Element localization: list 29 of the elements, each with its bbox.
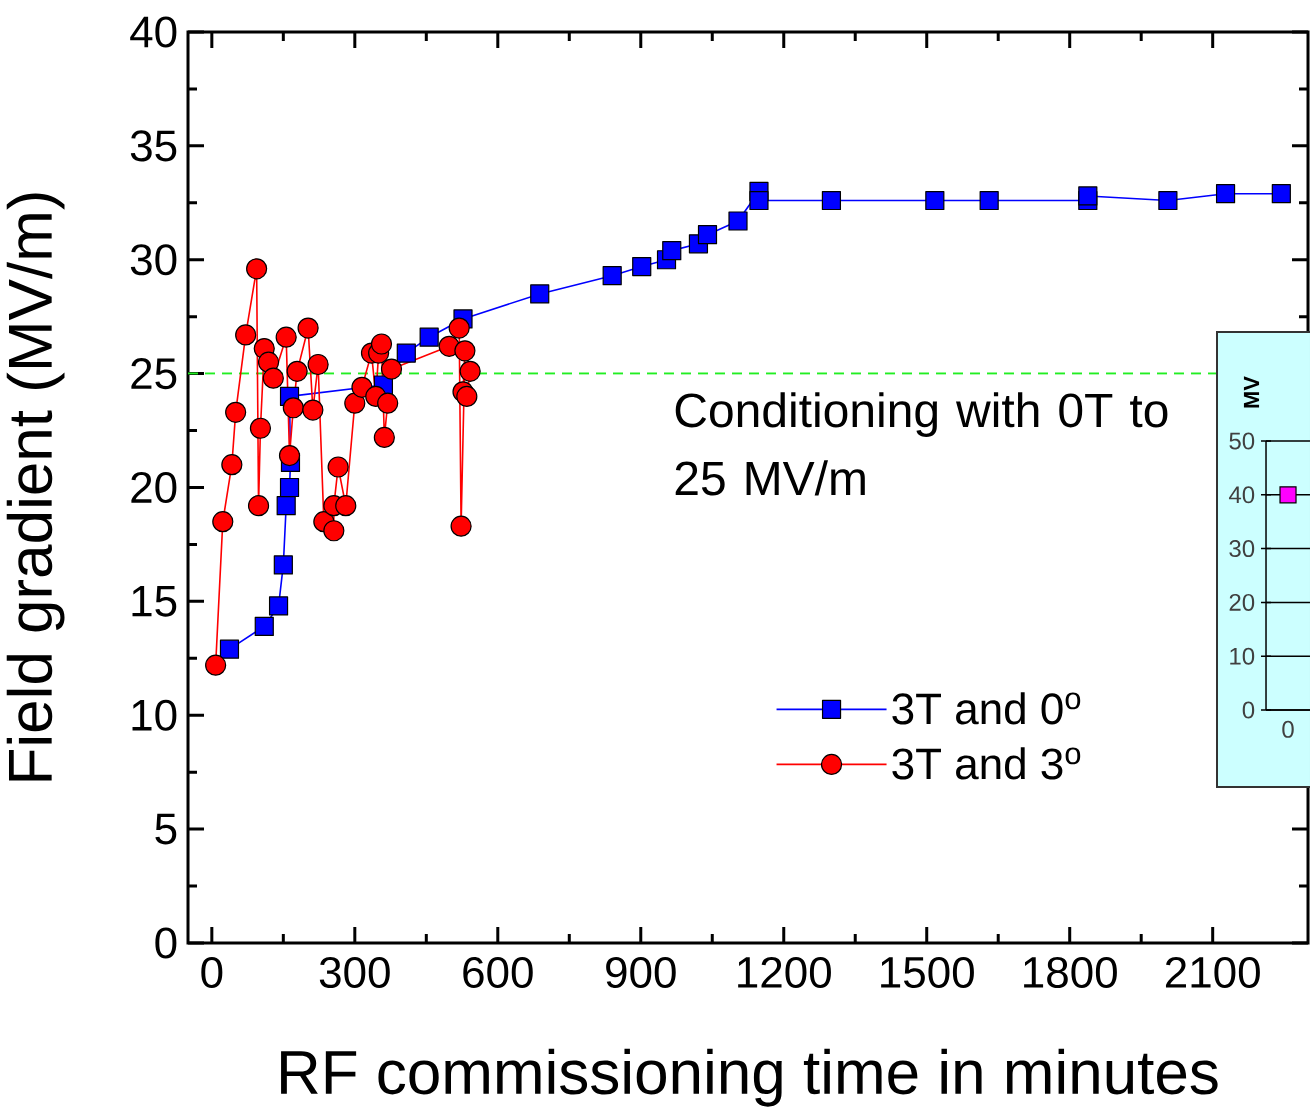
y-axis-title: MV [1243, 376, 1260, 408]
y-tick-label: 20 [131, 471, 177, 504]
y-tick-label: 25 [131, 358, 177, 390]
y-tick-label: 40 [130, 16, 177, 48]
y-tick-label: 30 [1229, 540, 1255, 558]
x-tick-label: 2100 [1165, 956, 1260, 989]
y-tick-label: 15 [132, 586, 177, 617]
y-tick-label: 0 [155, 927, 177, 959]
x-tick-label: 1200 [738, 956, 831, 989]
y-tick-label: 5 [155, 813, 177, 845]
legend-label: 3T and 0$^{o}$ [892, 692, 1081, 725]
x-tick-label: 1800 [1024, 956, 1117, 989]
x-tick-label: 1500 [881, 956, 974, 989]
x-axis-title: RF commissioning time in minutes [281, 1048, 1218, 1107]
y-tick-label: 20 [1229, 593, 1255, 611]
annotation: Conditioning with 0T to 25 MV/m [675, 392, 1168, 496]
y-tick-label: 40 [1228, 486, 1255, 504]
y-tick-label: 35 [130, 130, 177, 162]
y-tick-label: 50 [1229, 432, 1255, 450]
y-tick-label: 0 [1242, 701, 1255, 719]
legend-label: 3T and 3$^{o}$ [892, 747, 1081, 780]
x-tick-label: 0 [201, 956, 223, 989]
y-axis-title: Field gradient (MV/m) [6, 193, 65, 781]
x-tick-label: 600 [463, 956, 533, 989]
y-tick-label: 10 [1230, 647, 1255, 665]
y-tick-label: 30 [130, 244, 177, 276]
x-tick-label: 300 [319, 956, 390, 989]
y-tick-label: 10 [132, 699, 177, 731]
x-tick-label: 900 [606, 956, 676, 989]
